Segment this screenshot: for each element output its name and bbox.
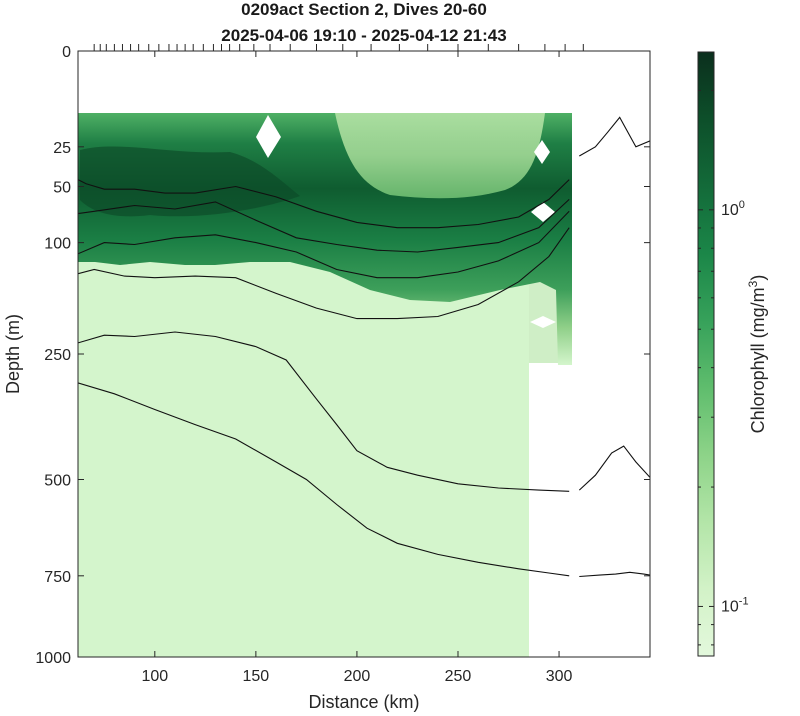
y-axis-ticks: 0 25 50 100 250 500 750 1000 <box>35 44 650 667</box>
x-tick-label: 300 <box>546 668 573 685</box>
y-tick-label: 100 <box>44 236 71 253</box>
y-tick-label: 500 <box>44 473 71 490</box>
colorbar-tick-label: 100 <box>721 199 745 219</box>
chart-subtitle: 2025-04-06 19:10 - 2025-04-12 21:43 <box>221 26 506 45</box>
y-tick-label: 750 <box>44 569 71 586</box>
x-tick-label: 250 <box>445 668 472 685</box>
gap-diamond-2 <box>531 202 555 222</box>
x-axis-label: Distance (km) <box>308 692 419 712</box>
data-gap-right <box>529 51 650 657</box>
plot-area: 100 150 200 250 300 0 25 50 100 250 500 750 1000 <box>35 44 651 685</box>
gap-diamond-3 <box>534 140 550 164</box>
chart-title: 0209act Section 2, Dives 20-60 <box>241 0 487 19</box>
x-tick-label: 100 <box>141 668 168 685</box>
colorbar-label: Chlorophyll (mg/m3) <box>746 275 768 434</box>
density-contour-segment <box>579 571 650 578</box>
density-contour <box>78 227 570 320</box>
dive-position-ticks <box>93 44 584 51</box>
density-contour <box>78 198 570 253</box>
y-tick-label: 250 <box>44 347 71 364</box>
colorbar-tick-exponent: -1 <box>739 595 749 607</box>
y-tick-label: 0 <box>62 44 71 61</box>
density-contours <box>78 116 650 578</box>
y-tick-label: 25 <box>53 140 71 157</box>
x-tick-label: 200 <box>344 668 371 685</box>
gap-diamond-4 <box>530 316 556 328</box>
colorbar-tick-base: 10 <box>721 598 739 615</box>
colorbar-frame <box>697 51 715 657</box>
colorbar-tick-label: 10-1 <box>721 595 749 615</box>
gap-diamond-1 <box>256 115 281 158</box>
colorbar-tick-base: 10 <box>721 202 739 219</box>
y-tick-label: 1000 <box>35 650 71 667</box>
colorbar-label-superscript: 3 <box>746 280 760 287</box>
dark-patch-left <box>80 146 300 217</box>
density-contour <box>78 331 570 492</box>
heatmap-field <box>78 51 650 657</box>
density-contour-segment <box>578 445 650 491</box>
colorbar-tick-exponent: 0 <box>739 199 745 211</box>
density-contour <box>78 382 570 577</box>
y-axis-label: Depth (m) <box>3 314 23 394</box>
colorbar-label-text: Chlorophyll (mg/m <box>748 287 768 433</box>
density-contour <box>78 179 570 229</box>
x-tick-label: 150 <box>243 668 270 685</box>
x-axis-ticks: 100 150 200 250 300 <box>141 51 572 685</box>
y-tick-label: 50 <box>53 180 71 197</box>
density-contour-segment <box>579 116 650 157</box>
colorbar-label-close: ) <box>748 275 768 281</box>
data-gap-top <box>78 51 650 113</box>
colorbar-fill <box>698 52 714 656</box>
density-contour <box>78 210 570 279</box>
low-chlorophyll-core <box>335 113 545 199</box>
